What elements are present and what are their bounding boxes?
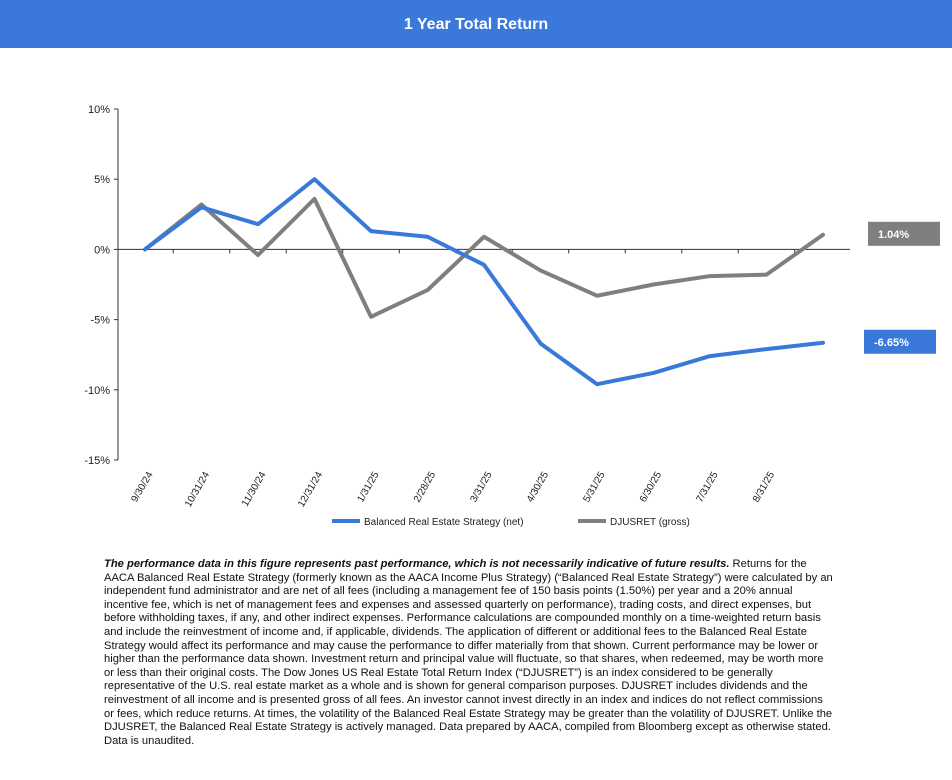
x-tick-label: 1/31/25	[355, 470, 381, 505]
chart-title: 1 Year Total Return	[403, 16, 549, 33]
x-tick-label: 4/30/25	[525, 470, 551, 505]
y-tick-label: 0%	[94, 244, 110, 256]
end-value-badge	[864, 329, 936, 354]
x-tick-label: 8/31/25	[751, 470, 777, 505]
disclaimer-body: Returns for the AACA Balanced Real Estat…	[104, 558, 833, 747]
x-tick-label: 6/30/25	[638, 470, 664, 505]
y-tick-label: -10%	[84, 385, 110, 397]
performance-disclaimer: The performance data in this figure repr…	[104, 558, 834, 748]
chart-title-bar: 1 Year Total Return	[0, 0, 952, 48]
disclaimer-lead: The performance data in this figure repr…	[104, 558, 730, 570]
x-tick-label: 11/30/24	[240, 470, 269, 509]
y-tick-label: 10%	[88, 104, 110, 116]
x-tick-label: 7/31/25	[694, 470, 720, 505]
x-tick-label: 5/31/25	[581, 470, 607, 505]
x-tick-label: 10/31/24	[183, 470, 212, 510]
legend-label: Balanced Real Estate Strategy (net)	[364, 517, 524, 528]
end-value-label: 1.04%	[878, 229, 909, 241]
y-tick-label: 5%	[94, 174, 110, 186]
end-value-label: -6.65%	[874, 337, 909, 349]
x-tick-label: 2/28/25	[412, 470, 438, 505]
x-tick-label: 9/30/24	[129, 470, 155, 505]
x-tick-label: 3/31/25	[468, 470, 494, 505]
end-value-badge	[868, 221, 940, 246]
line-chart: 10% 5% 0% -5% -10% -15% 9/30/24 10/31/24 11/30/2…	[84, 104, 940, 528]
series-line	[143, 196, 825, 319]
series-line	[143, 177, 825, 387]
y-tick-label: -5%	[90, 315, 110, 327]
y-tick-label: -15%	[84, 455, 110, 467]
x-tick-label: 12/31/24	[296, 470, 325, 510]
legend-label: DJUSRET (gross)	[610, 517, 690, 528]
